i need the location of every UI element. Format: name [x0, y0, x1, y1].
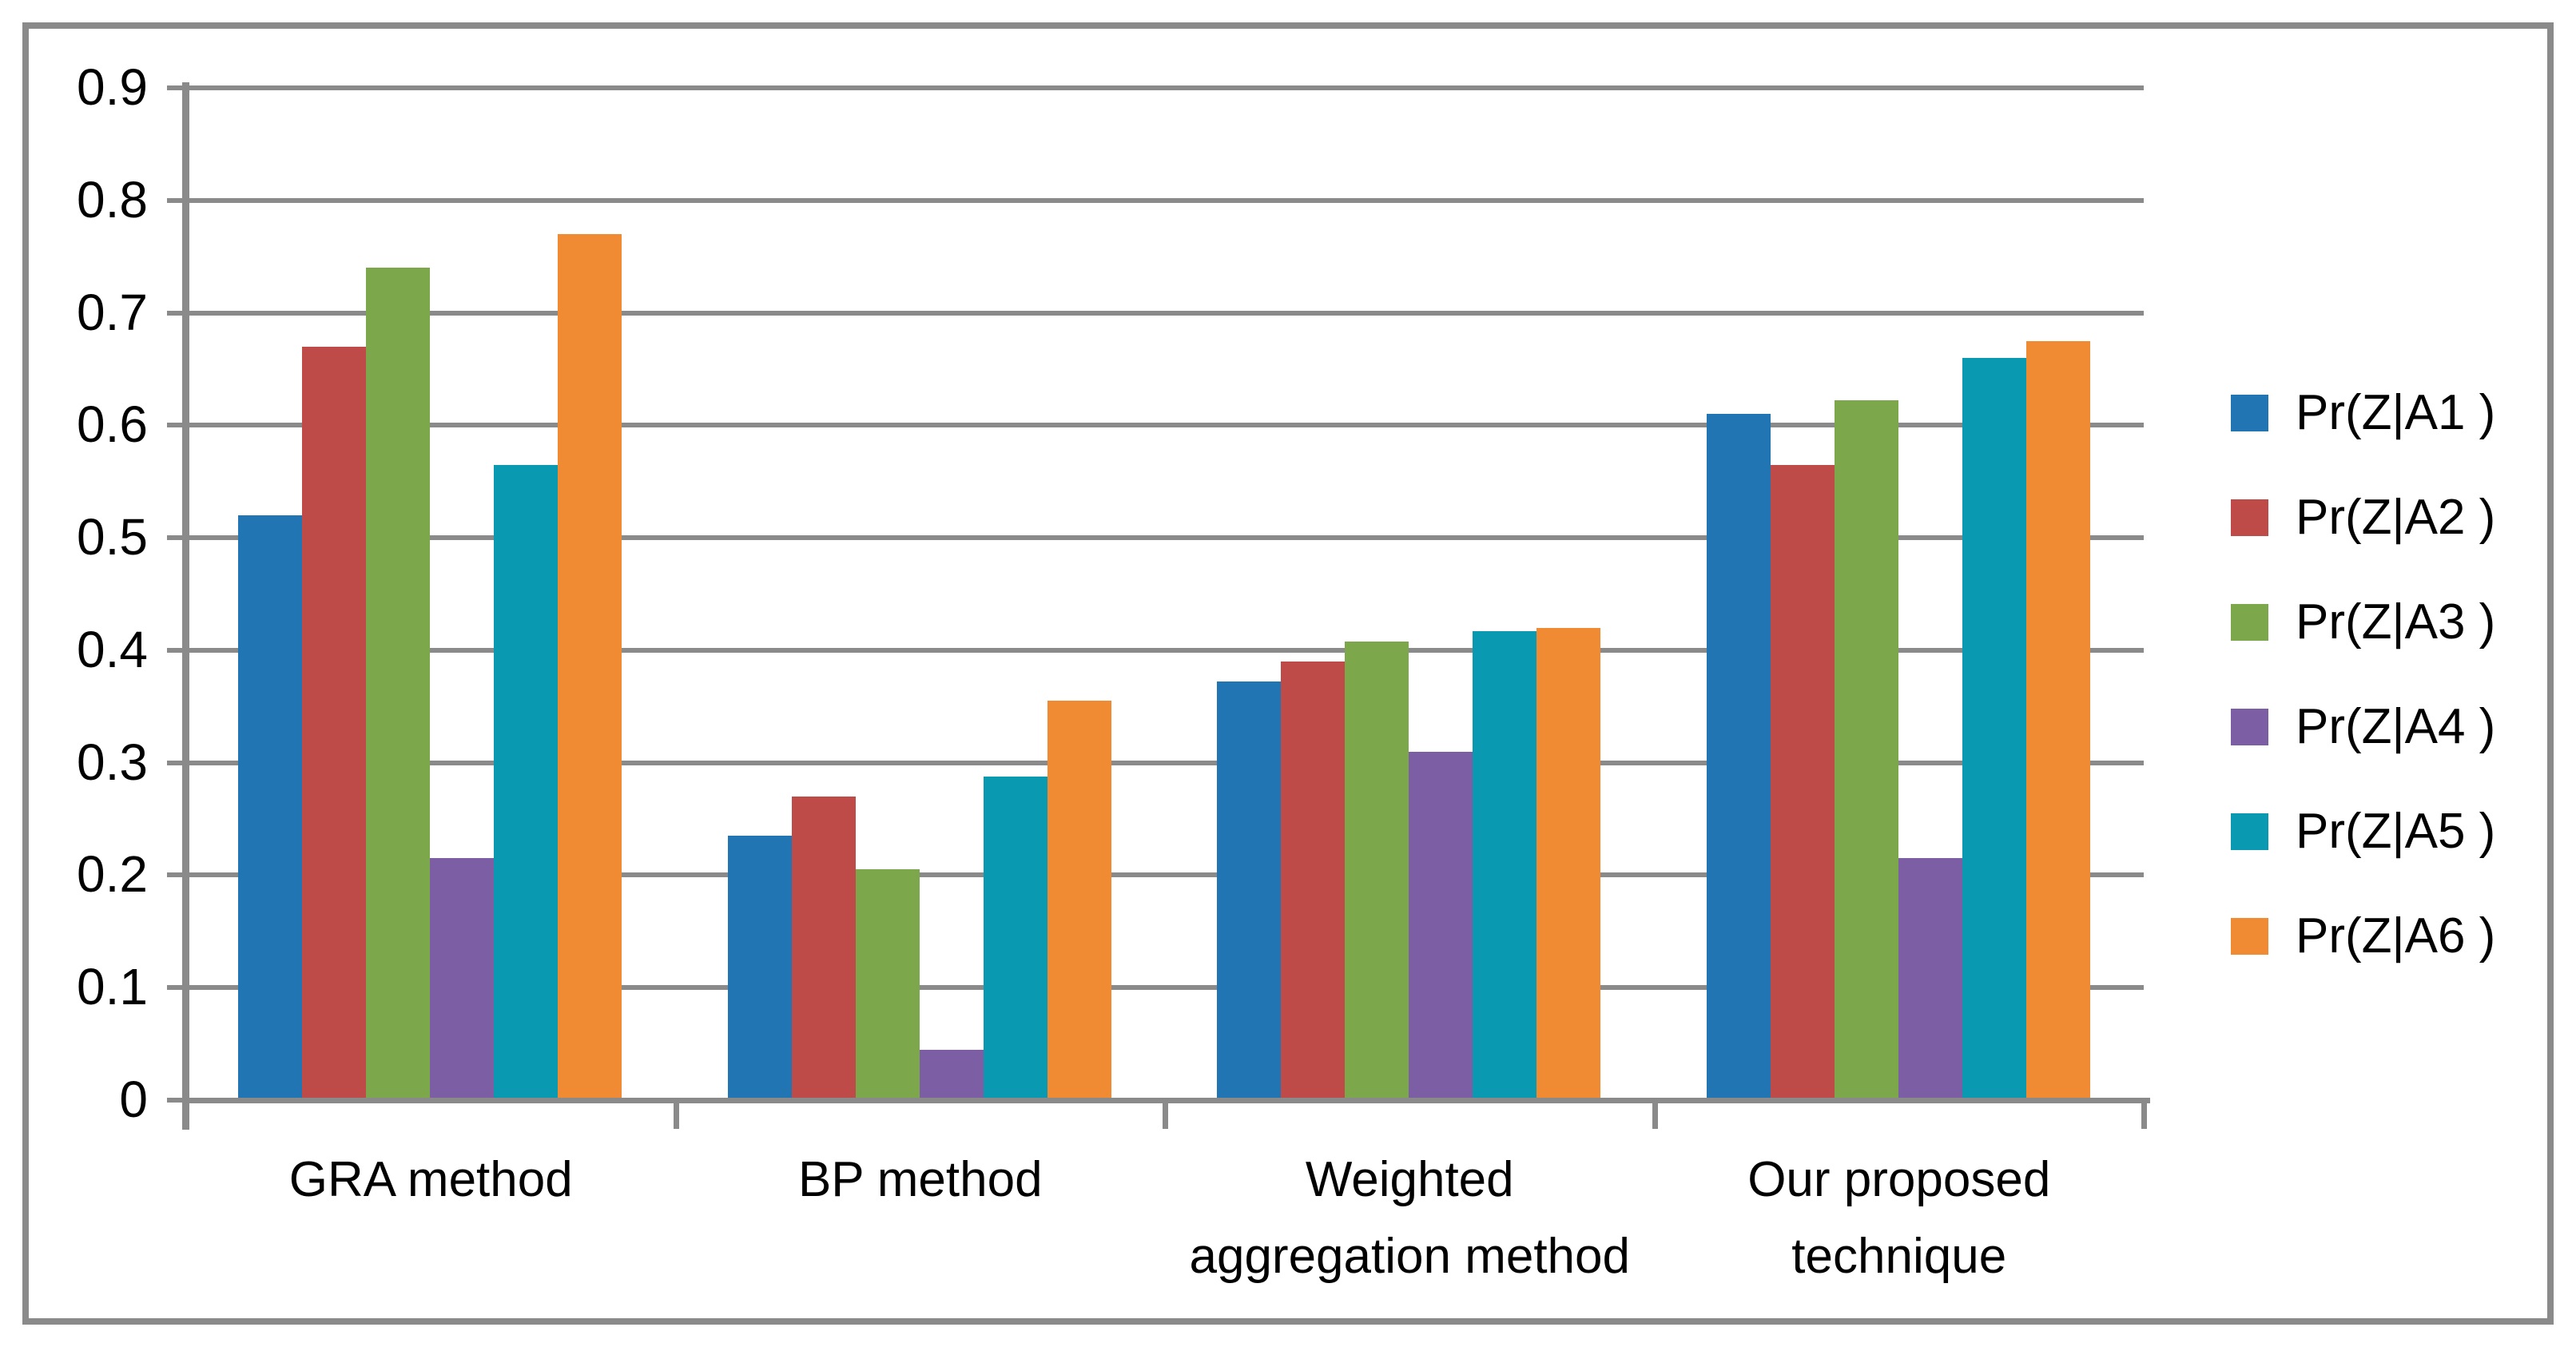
bar-Pr(Z|A6 )-GRA method [558, 233, 622, 1100]
x-axis-line [186, 1098, 2150, 1103]
legend-swatch [2231, 709, 2268, 745]
bar-Pr(Z|A5 )-Weighted aggregation method [1473, 630, 1536, 1100]
bar-Pr(Z|A4 )-BP method [919, 1049, 984, 1100]
gridline [186, 760, 2144, 765]
category-label-line: Weighted [1305, 1152, 1514, 1207]
bar-Pr(Z|A3 )-GRA method [366, 268, 430, 1100]
legend-label: Pr(Z|A5 ) [2296, 804, 2496, 859]
gridline [186, 310, 2144, 316]
y-tick-label: 0.1 [77, 958, 148, 1016]
legend-item-Pr(Z|A5 ): Pr(Z|A5 ) [2231, 807, 2495, 856]
legend-item-Pr(Z|A2 ): Pr(Z|A2 ) [2231, 493, 2495, 542]
gridline [186, 85, 2144, 90]
bar-Pr(Z|A1 )-Our proposed technique [1706, 414, 1771, 1100]
y-axis-tick-mark [167, 85, 196, 90]
category-label: GRA method [186, 1142, 676, 1218]
category-label-line: aggregation method [1189, 1229, 1631, 1284]
y-axis-tick-mark [167, 1098, 196, 1103]
bar-Pr(Z|A1 )-BP method [727, 836, 792, 1100]
legend-item-Pr(Z|A4 ): Pr(Z|A4 ) [2231, 702, 2495, 752]
legend-label: Pr(Z|A2 ) [2296, 490, 2496, 545]
y-axis-tick-mark [167, 423, 196, 428]
y-axis-tick-mark [167, 197, 196, 203]
x-axis-tick-mark [1652, 1103, 1658, 1129]
gridline [186, 423, 2144, 428]
gridline [186, 872, 2144, 878]
gridline [186, 535, 2144, 541]
category-label-line: GRA method [288, 1152, 573, 1207]
y-axis-tick-mark [167, 985, 196, 991]
bar-Pr(Z|A6 )-Weighted aggregation method [1536, 627, 1600, 1100]
bar-Pr(Z|A2 )-GRA method [302, 346, 366, 1100]
y-tick-label: 0.2 [77, 845, 148, 904]
category-label-line: technique [1791, 1229, 2007, 1284]
bar-Pr(Z|A1 )-Weighted aggregation method [1217, 681, 1281, 1100]
category-label-line: BP method [797, 1152, 1043, 1207]
bar-Pr(Z|A3 )-Weighted aggregation method [1345, 641, 1409, 1100]
y-tick-label: 0.4 [77, 620, 148, 678]
y-axis-tick-mark [167, 647, 196, 653]
bar-Pr(Z|A3 )-Our proposed technique [1834, 400, 1898, 1100]
legend-swatch [2231, 604, 2268, 641]
legend-swatch [2231, 813, 2268, 850]
legend-item-Pr(Z|A6 ): Pr(Z|A6 ) [2231, 912, 2495, 961]
bar-Pr(Z|A3 )-BP method [855, 869, 920, 1100]
legend-swatch [2231, 499, 2268, 536]
category-label: BP method [676, 1142, 1166, 1218]
gridline [186, 647, 2144, 653]
y-tick-label: 0.6 [77, 395, 148, 454]
x-axis-tick-mark [2141, 1103, 2147, 1129]
bar-Pr(Z|A2 )-BP method [791, 796, 856, 1100]
y-axis-line [182, 81, 189, 1130]
bar-Pr(Z|A5 )-BP method [983, 776, 1047, 1100]
y-tick-label: 0.8 [77, 170, 148, 228]
bar-Pr(Z|A6 )-Our proposed technique [2025, 340, 2090, 1100]
bar-Pr(Z|A2 )-Weighted aggregation method [1281, 661, 1345, 1100]
y-tick-label: 0 [119, 1071, 148, 1128]
y-tick-label: 0.3 [77, 733, 148, 791]
bar-Pr(Z|A4 )-Our proposed technique [1898, 858, 1962, 1100]
legend-label: Pr(Z|A1 ) [2296, 385, 2496, 440]
y-axis-tick-mark [167, 760, 196, 765]
bar-Pr(Z|A4 )-GRA method [430, 858, 494, 1100]
legend-label: Pr(Z|A4 ) [2296, 699, 2496, 754]
legend-label: Pr(Z|A6 ) [2296, 908, 2496, 964]
legend-label: Pr(Z|A3 ) [2296, 594, 2496, 650]
y-axis-tick-mark [167, 872, 196, 878]
bar-Pr(Z|A2 )-Our proposed technique [1770, 464, 1835, 1100]
y-axis-tick-mark [167, 310, 196, 316]
category-label-line: Our proposed [1747, 1152, 2051, 1207]
legend-item-Pr(Z|A3 ): Pr(Z|A3 ) [2231, 598, 2495, 647]
y-tick-label: 0.5 [77, 508, 148, 566]
y-tick-label: 0.9 [77, 58, 148, 116]
legend-swatch [2231, 918, 2268, 955]
gridline [186, 985, 2144, 991]
gridline [186, 197, 2144, 203]
bar-Pr(Z|A4 )-Weighted aggregation method [1409, 751, 1473, 1100]
x-axis-tick-mark [1163, 1103, 1168, 1129]
bar-Pr(Z|A6 )-BP method [1047, 701, 1111, 1100]
x-axis-tick-mark [673, 1103, 679, 1129]
legend-swatch [2231, 395, 2268, 431]
y-axis-tick-mark [167, 535, 196, 541]
bar-Pr(Z|A5 )-GRA method [494, 464, 558, 1100]
category-label: Weighted aggregation method [1165, 1142, 1655, 1295]
y-tick-label: 0.7 [77, 283, 148, 341]
bar-Pr(Z|A1 )-GRA method [238, 515, 302, 1100]
bar-Pr(Z|A5 )-Our proposed technique [1962, 357, 2026, 1100]
category-label: Our proposed technique [1655, 1142, 2145, 1295]
legend-item-Pr(Z|A1 ): Pr(Z|A1 ) [2231, 388, 2495, 438]
